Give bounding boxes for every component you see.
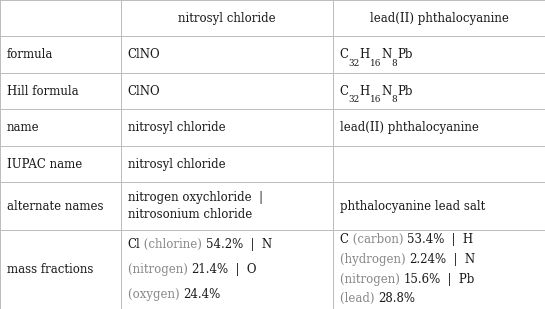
Text: 28.8%: 28.8% bbox=[378, 292, 415, 305]
Text: (chlorine): (chlorine) bbox=[140, 238, 206, 251]
Text: nitrosyl chloride: nitrosyl chloride bbox=[128, 121, 225, 134]
Text: phthalocyanine lead salt: phthalocyanine lead salt bbox=[340, 200, 485, 213]
Text: name: name bbox=[7, 121, 39, 134]
Text: 21.4%: 21.4% bbox=[191, 263, 228, 276]
Text: mass fractions: mass fractions bbox=[7, 263, 93, 276]
Text: |  H: | H bbox=[444, 233, 473, 246]
Text: (carbon): (carbon) bbox=[349, 233, 407, 246]
Text: |  Pb: | Pb bbox=[440, 273, 475, 286]
Text: ClNO: ClNO bbox=[128, 85, 160, 98]
Text: 24.4%: 24.4% bbox=[183, 288, 220, 301]
Text: |  N: | N bbox=[243, 238, 272, 251]
Text: 8: 8 bbox=[392, 59, 397, 68]
Text: (oxygen): (oxygen) bbox=[128, 288, 183, 301]
Text: IUPAC name: IUPAC name bbox=[7, 158, 82, 171]
Text: (nitrogen): (nitrogen) bbox=[128, 263, 191, 276]
Text: (hydrogen): (hydrogen) bbox=[340, 253, 409, 266]
Text: 8: 8 bbox=[392, 95, 397, 104]
Text: Pb: Pb bbox=[397, 85, 413, 98]
Text: N: N bbox=[382, 85, 392, 98]
Text: |  O: | O bbox=[228, 263, 257, 276]
Text: 2.24%: 2.24% bbox=[409, 253, 446, 266]
Text: Cl: Cl bbox=[128, 238, 140, 251]
Text: 32: 32 bbox=[349, 95, 360, 104]
Text: H: H bbox=[360, 48, 370, 61]
Text: alternate names: alternate names bbox=[7, 200, 103, 213]
Text: 32: 32 bbox=[349, 59, 360, 68]
Text: |  N: | N bbox=[446, 253, 475, 266]
Text: lead(II) phthalocyanine: lead(II) phthalocyanine bbox=[370, 12, 508, 25]
Text: (nitrogen): (nitrogen) bbox=[340, 273, 403, 286]
Text: ClNO: ClNO bbox=[128, 48, 160, 61]
Text: N: N bbox=[382, 48, 392, 61]
Text: 16: 16 bbox=[370, 59, 381, 68]
Text: 16: 16 bbox=[370, 95, 381, 104]
Text: lead(II) phthalocyanine: lead(II) phthalocyanine bbox=[340, 121, 479, 134]
Text: C: C bbox=[340, 233, 349, 246]
Text: C: C bbox=[340, 48, 349, 61]
Text: nitrosyl chloride: nitrosyl chloride bbox=[178, 12, 276, 25]
Text: nitrogen oxychloride  |: nitrogen oxychloride | bbox=[128, 191, 263, 204]
Text: 53.4%: 53.4% bbox=[407, 233, 444, 246]
Text: 15.6%: 15.6% bbox=[403, 273, 440, 286]
Text: C: C bbox=[340, 85, 349, 98]
Text: nitrosonium chloride: nitrosonium chloride bbox=[128, 208, 252, 221]
Text: 54.2%: 54.2% bbox=[206, 238, 243, 251]
Text: formula: formula bbox=[7, 48, 53, 61]
Text: nitrosyl chloride: nitrosyl chloride bbox=[128, 158, 225, 171]
Text: Pb: Pb bbox=[397, 48, 413, 61]
Text: Hill formula: Hill formula bbox=[7, 85, 78, 98]
Text: H: H bbox=[360, 85, 370, 98]
Text: (lead): (lead) bbox=[340, 292, 378, 305]
